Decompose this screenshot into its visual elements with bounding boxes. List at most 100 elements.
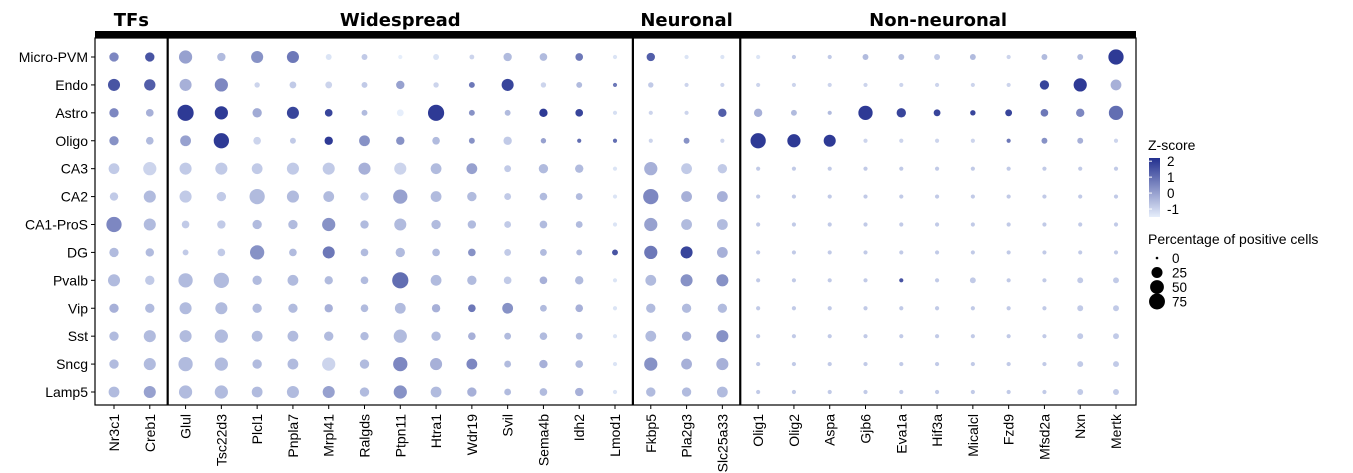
dot <box>467 275 477 286</box>
dot <box>502 302 514 314</box>
dot <box>934 278 940 283</box>
column-label: Olig1 <box>750 414 766 447</box>
dot <box>681 331 692 341</box>
dot <box>392 272 409 289</box>
dot <box>427 104 445 121</box>
dot <box>899 82 904 88</box>
column-label: Fkbp5 <box>643 414 659 453</box>
dot <box>970 306 975 311</box>
dot <box>863 194 868 199</box>
dot <box>143 358 156 371</box>
row-label: Pvalb <box>53 272 88 288</box>
dot <box>430 163 442 175</box>
dot <box>863 138 868 143</box>
dot <box>287 330 299 342</box>
color-legend-bar <box>1149 158 1160 217</box>
dot <box>504 109 511 116</box>
dot <box>934 166 940 171</box>
dot <box>360 220 369 229</box>
dot <box>899 222 904 227</box>
dot <box>1073 78 1087 92</box>
dot <box>969 277 976 284</box>
dot <box>324 304 333 313</box>
dot <box>934 334 940 339</box>
dot <box>1113 305 1119 312</box>
dot <box>791 54 797 60</box>
row-label: Micro-PVM <box>19 49 88 65</box>
dot <box>504 221 512 228</box>
dot <box>899 334 904 339</box>
dot <box>827 82 832 88</box>
dot <box>575 164 584 173</box>
dot <box>501 78 514 91</box>
dot <box>899 250 904 255</box>
color-legend: 210-1 <box>1149 154 1179 217</box>
color-legend-label: 0 <box>1167 186 1175 201</box>
dot <box>287 274 299 286</box>
dot <box>827 222 832 227</box>
dot <box>612 278 618 283</box>
column-label: Mertk <box>1108 413 1124 449</box>
dot <box>432 136 440 145</box>
dot <box>431 219 441 230</box>
dot <box>1078 166 1083 171</box>
dot <box>1042 334 1047 339</box>
dot <box>827 306 832 311</box>
dot <box>432 248 440 257</box>
row-label: Sncg <box>56 356 88 372</box>
dot <box>684 82 689 88</box>
dot <box>716 219 728 230</box>
dot <box>612 334 618 339</box>
dot <box>539 332 548 340</box>
dot <box>934 361 940 367</box>
dot <box>681 191 692 202</box>
dot <box>648 82 654 88</box>
dot <box>396 136 405 145</box>
dot <box>575 221 583 228</box>
dot <box>504 165 512 173</box>
dot <box>645 330 657 342</box>
dot <box>393 385 407 399</box>
dot <box>1110 79 1122 91</box>
size-legend-label: 50 <box>1172 280 1187 295</box>
dot <box>863 222 868 227</box>
dot <box>791 334 797 339</box>
dot <box>787 134 801 148</box>
dot <box>177 104 194 121</box>
dot <box>286 106 299 119</box>
dot <box>680 246 693 259</box>
dot <box>359 359 370 369</box>
dot <box>934 138 940 143</box>
dot <box>756 166 761 171</box>
dot <box>756 361 761 367</box>
dot <box>1042 194 1047 199</box>
dot <box>612 82 618 88</box>
dot <box>179 302 192 315</box>
dot <box>286 190 299 203</box>
dot <box>575 53 584 61</box>
dot <box>322 246 335 259</box>
row-label: CA3 <box>61 161 88 177</box>
dot <box>1077 333 1084 340</box>
dot <box>970 222 975 227</box>
dot <box>179 162 192 175</box>
row-label: CA1-ProS <box>25 217 88 233</box>
dot <box>1006 222 1011 227</box>
dot <box>214 329 228 343</box>
dot <box>858 105 873 120</box>
dot <box>684 54 689 60</box>
dot <box>504 193 512 200</box>
dot <box>540 304 547 312</box>
dot <box>791 306 797 311</box>
dot <box>504 249 512 256</box>
dot <box>791 389 797 395</box>
dot <box>143 330 156 343</box>
dot <box>503 136 512 145</box>
column-label: Svil <box>500 414 516 437</box>
dot <box>1078 250 1083 255</box>
dot <box>252 359 262 369</box>
dot <box>252 303 262 313</box>
dot <box>539 388 548 396</box>
dot <box>1006 306 1011 311</box>
